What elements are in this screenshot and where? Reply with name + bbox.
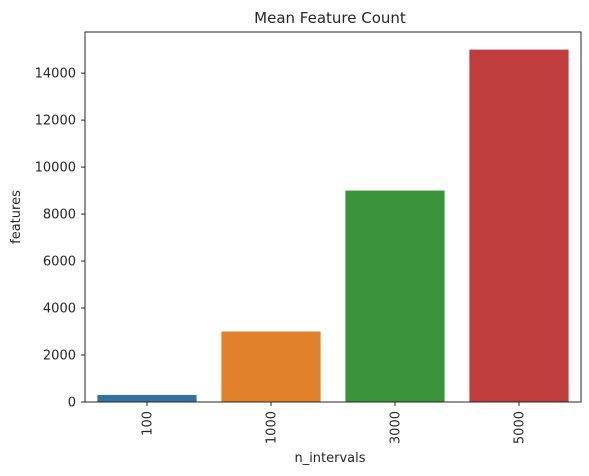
y-axis-label: features [9,190,24,244]
chart-title: Mean Feature Count [254,9,406,27]
y-tick-label: 12000 [35,114,76,129]
plot-frame [84,31,582,403]
bar-1000 [221,331,321,402]
bars-group [97,49,569,402]
y-tick-label: 14000 [35,67,76,82]
bar-5000 [469,49,569,402]
x-tick-label: 1000 [265,411,280,444]
y-tick-label: 4000 [43,302,76,317]
y-tick-label: 2000 [43,349,76,364]
y-tick-label: 6000 [43,255,76,270]
x-tick-label: 3000 [389,411,404,444]
y-tick-label: 0 [68,396,76,411]
x-axis-ticks: 100 1000 3000 5000 [141,402,528,444]
bar-3000 [345,190,445,402]
x-tick-label: 5000 [513,411,528,444]
x-axis-label: n_intervals [294,451,365,466]
x-tick-label: 100 [141,411,156,436]
bar-100 [97,394,197,402]
y-tick-label: 8000 [43,208,76,223]
y-tick-label: 10000 [35,161,76,176]
y-axis-ticks: 0 2000 4000 6000 8000 10000 12000 14000 [35,67,85,411]
